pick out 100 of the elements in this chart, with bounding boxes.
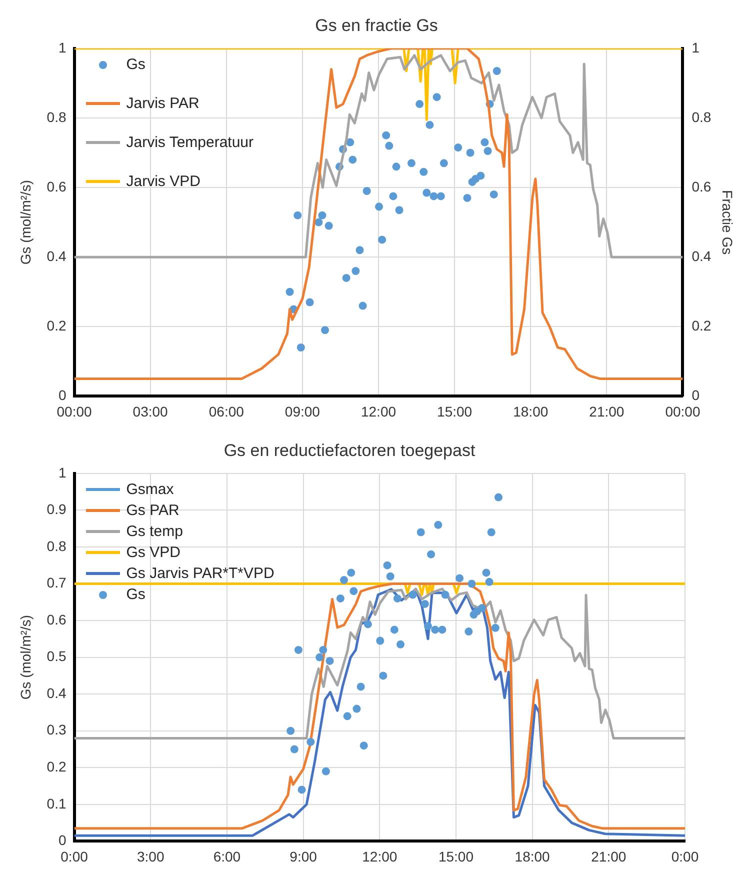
legend-label: Gs: [126, 586, 146, 604]
x-tick-label: 09:00: [284, 403, 320, 420]
y2-tick-label: 0: [692, 387, 700, 404]
point: [348, 156, 357, 164]
x-tick-label: 21:00: [589, 403, 624, 420]
y-tick-label: 0.7: [46, 574, 66, 591]
point: [378, 236, 386, 244]
y-tick-label: 0.2: [46, 318, 66, 334]
point: [390, 626, 398, 634]
point: [427, 550, 436, 558]
y-tick-label: 0.6: [46, 178, 66, 194]
y-tick-label: 0.2: [46, 758, 66, 774]
x-tick-label: 0:00: [60, 848, 88, 864]
point: [346, 138, 354, 146]
point: [356, 682, 365, 691]
point: [321, 326, 330, 334]
point: [482, 568, 490, 577]
point: [432, 93, 441, 102]
x-tick-label: 03:00: [132, 403, 168, 420]
point: [395, 206, 404, 214]
point: [420, 168, 428, 176]
point: [290, 745, 298, 754]
point: [438, 626, 446, 634]
x-tick-label: 0:00: [671, 848, 699, 864]
point: [286, 288, 294, 296]
point: [430, 192, 438, 200]
x-tick-label: 9:00: [290, 848, 318, 864]
point: [382, 131, 390, 140]
point: [480, 138, 489, 146]
legend-label: Gs Jarvis PAR*T*VPD: [126, 565, 274, 582]
point: [342, 274, 350, 282]
y-tick-label: 0.3: [46, 722, 66, 738]
point: [416, 528, 425, 536]
point: [407, 159, 416, 168]
point: [434, 520, 442, 529]
point: [296, 344, 305, 352]
point: [324, 222, 333, 230]
y2-tick-label: 0.4: [692, 248, 712, 264]
y-axis-title: Gs (mol/m²/s): [17, 180, 34, 265]
x-tick-label: 21:00: [591, 848, 626, 864]
point: [316, 653, 324, 662]
x-tick-label: 3:00: [136, 848, 164, 864]
point: [352, 266, 360, 275]
point: [466, 148, 474, 157]
x-tick-label: 15:00: [438, 848, 474, 864]
y-tick-label: 0.9: [46, 501, 66, 518]
point: [454, 144, 462, 152]
legend-label: Gs VPD: [126, 544, 180, 562]
point: [294, 646, 302, 654]
y2-tick-label: 0.8: [692, 108, 712, 125]
point: [485, 578, 494, 586]
point: [314, 218, 323, 226]
point: [491, 624, 500, 632]
x-tick-label: 00:00: [665, 403, 700, 420]
y-tick-label: 0: [58, 832, 66, 848]
point: [492, 67, 501, 76]
x-tick-label: 6:00: [213, 848, 241, 864]
point: [286, 726, 295, 735]
point: [441, 590, 450, 599]
point: [322, 767, 330, 776]
point: [424, 622, 432, 630]
point: [385, 142, 394, 150]
point: [356, 246, 364, 254]
point: [456, 574, 464, 582]
point: [326, 656, 334, 665]
point: [379, 672, 388, 680]
point: [420, 600, 429, 608]
point: [319, 646, 328, 654]
x-tick-label: 06:00: [208, 403, 244, 420]
point: [386, 572, 394, 580]
point: [416, 100, 424, 108]
y-tick-label: 1: [58, 39, 66, 56]
point: [364, 620, 372, 628]
point: [463, 194, 472, 202]
point: [426, 120, 434, 129]
point: [408, 590, 417, 599]
legend-label: Jarvis Temperatuur: [126, 134, 254, 152]
point: [360, 742, 368, 750]
legend-label: Jarvis VPD: [126, 173, 200, 190]
point: [352, 704, 361, 713]
chart-title: Gs en fractie Gs: [315, 16, 438, 35]
x-tick-label: 00:00: [56, 403, 92, 420]
point: [440, 159, 448, 168]
legend-label: Gs temp: [126, 523, 183, 540]
x-tick-label: 12:00: [362, 848, 398, 864]
point: [484, 147, 492, 155]
y-tick-label: 0.4: [46, 248, 66, 264]
point: [468, 580, 476, 588]
legend-label: Gsmax: [126, 481, 174, 498]
point: [392, 162, 400, 171]
point: [389, 192, 398, 200]
point: [298, 786, 306, 794]
point: [436, 192, 445, 200]
point: [340, 576, 348, 584]
point: [343, 712, 352, 720]
y-tick-label: 0.5: [46, 648, 66, 664]
x-tick-label: 15:00: [437, 403, 472, 420]
point: [393, 594, 402, 602]
y2-tick-label: 1: [692, 39, 700, 56]
point: [358, 302, 367, 310]
